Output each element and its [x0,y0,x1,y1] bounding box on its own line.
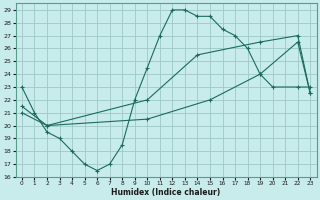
X-axis label: Humidex (Indice chaleur): Humidex (Indice chaleur) [111,188,221,197]
